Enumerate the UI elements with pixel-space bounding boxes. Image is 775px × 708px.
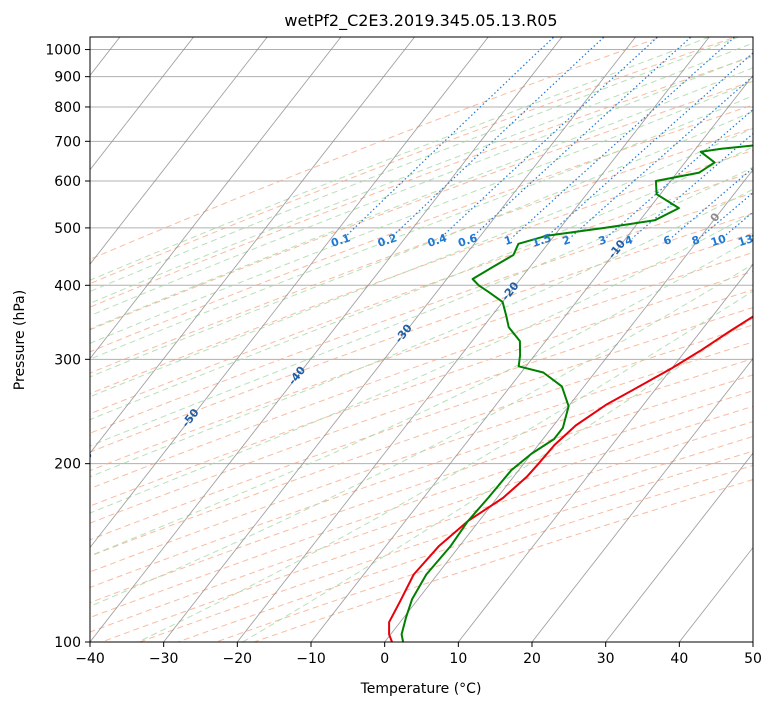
- isotherm: [163, 37, 637, 642]
- isotherm: [90, 37, 563, 642]
- moist-adiabat: [90, 54, 753, 317]
- dry-adiabat: [90, 270, 753, 507]
- isotherm: [90, 37, 195, 171]
- dry-adiabat: [90, 104, 753, 353]
- moist-adiabat: [90, 237, 753, 557]
- y-tick-label: 900: [54, 70, 81, 86]
- temperature-line: [388, 315, 753, 642]
- mixing-ratio-label: 2: [561, 233, 572, 248]
- mixing-ratio-label: 10: [709, 232, 728, 249]
- x-axis-label: Temperature (°C): [360, 681, 482, 697]
- mixing-ratio-line: [389, 37, 605, 239]
- mixing-ratio-label: 13: [736, 232, 755, 249]
- x-tick-label: 10: [449, 651, 467, 667]
- isotherm: [236, 37, 710, 642]
- mixing-ratio-label: 1.5: [530, 231, 553, 249]
- isotherm: [90, 37, 416, 454]
- dry-adiabat: [214, 464, 753, 642]
- y-tick-label: 600: [54, 174, 81, 190]
- isotherm: [310, 74, 753, 642]
- plot-area: -100-90-80-70-60-50-40-30-20-10010203040…: [90, 37, 755, 642]
- x-tick-label: −30: [149, 651, 179, 667]
- dry-adiabat: [176, 450, 753, 642]
- moist-adiabat: [90, 37, 710, 281]
- moist-adiabat: [241, 317, 753, 642]
- y-tick-label: 400: [54, 278, 81, 294]
- dry-adiabat: [90, 127, 753, 374]
- mixing-ratio-label: 3: [597, 233, 608, 248]
- plot-frame: [89, 36, 754, 643]
- dry-adiabat: [90, 289, 753, 524]
- moist-adiabat: [90, 37, 739, 293]
- mixing-ratio-label: 0.2: [376, 231, 399, 249]
- mixing-ratio-line: [698, 191, 753, 239]
- moist-adiabat: [90, 146, 753, 421]
- dry-adiabat: [90, 374, 753, 604]
- axis-ticks: −40 −30 −20 −10 0 10 20 30 40 50 1000 900 800 700 600 5…: [45, 43, 762, 667]
- y-tick-label: 700: [54, 134, 81, 150]
- mixing-ratio-label: 0.6: [456, 231, 479, 249]
- mixing-ratio-label: 6: [662, 233, 674, 248]
- dry-adiabat: [90, 232, 753, 472]
- mixing-ratio-line: [569, 75, 753, 239]
- y-tick-label: 200: [54, 457, 81, 473]
- mixing-ratio-line: [510, 37, 736, 239]
- dry-adiabat: [90, 149, 753, 395]
- isotherm: [90, 37, 342, 360]
- mixing-ratio-line: [343, 37, 555, 239]
- dry-adiabat: [90, 251, 753, 490]
- isotherm: [457, 263, 753, 642]
- x-tick-label: −20: [223, 651, 253, 667]
- x-tick-label: 40: [670, 651, 688, 667]
- y-tick-label: 100: [54, 635, 81, 651]
- y-tick-label: 800: [54, 100, 81, 116]
- x-tick-label: 30: [597, 651, 615, 667]
- chart-title: wetPf2_C2E3.2019.345.05.13.R05: [284, 11, 557, 31]
- isotherm: [90, 37, 268, 265]
- moist-adiabat: [90, 42, 753, 304]
- mixing-ratio-label: 0.4: [426, 231, 449, 249]
- isotherm: [531, 357, 753, 642]
- dry-adiabat: [90, 37, 663, 260]
- dry-adiabat: [90, 324, 753, 557]
- y-tick-label: 1000: [45, 43, 81, 59]
- y-tick-label: 300: [54, 352, 81, 368]
- moist-adiabat: [136, 290, 753, 642]
- mixing-ratio-label: 1: [502, 233, 513, 248]
- mixing-ratio-label: 8: [690, 233, 701, 248]
- moist-adiabat: [90, 166, 753, 447]
- x-tick-label: 20: [523, 651, 541, 667]
- y-tick-label: 500: [54, 221, 81, 237]
- dry-adiabat: [90, 390, 753, 619]
- x-tick-label: −10: [296, 651, 326, 667]
- dry-adiabats: [90, 37, 753, 642]
- y-axis-label: Pressure (hPa): [12, 290, 28, 390]
- skewed-isotherms: [90, 37, 753, 642]
- x-tick-label: 50: [744, 651, 762, 667]
- moist-adiabat: [90, 127, 753, 398]
- moist-adiabat: [90, 110, 753, 378]
- x-tick-label: 0: [380, 651, 389, 667]
- mixing-ratio-label: 4: [623, 233, 635, 248]
- dewpoint-line: [400, 144, 753, 642]
- moist-adiabats: [90, 37, 753, 642]
- sounding-series: [388, 144, 753, 642]
- x-tick-label: −40: [75, 651, 105, 667]
- moist-adiabat: [90, 67, 753, 330]
- isotherm: [678, 546, 753, 642]
- mixing-ratio-label: 0.1: [329, 231, 352, 249]
- isotherm: [90, 37, 489, 549]
- moist-adiabat: [90, 95, 753, 360]
- dry-adiabat: [90, 37, 737, 285]
- isotherm: [605, 452, 753, 642]
- isotherm: [384, 169, 753, 642]
- dry-adiabat: [90, 405, 753, 633]
